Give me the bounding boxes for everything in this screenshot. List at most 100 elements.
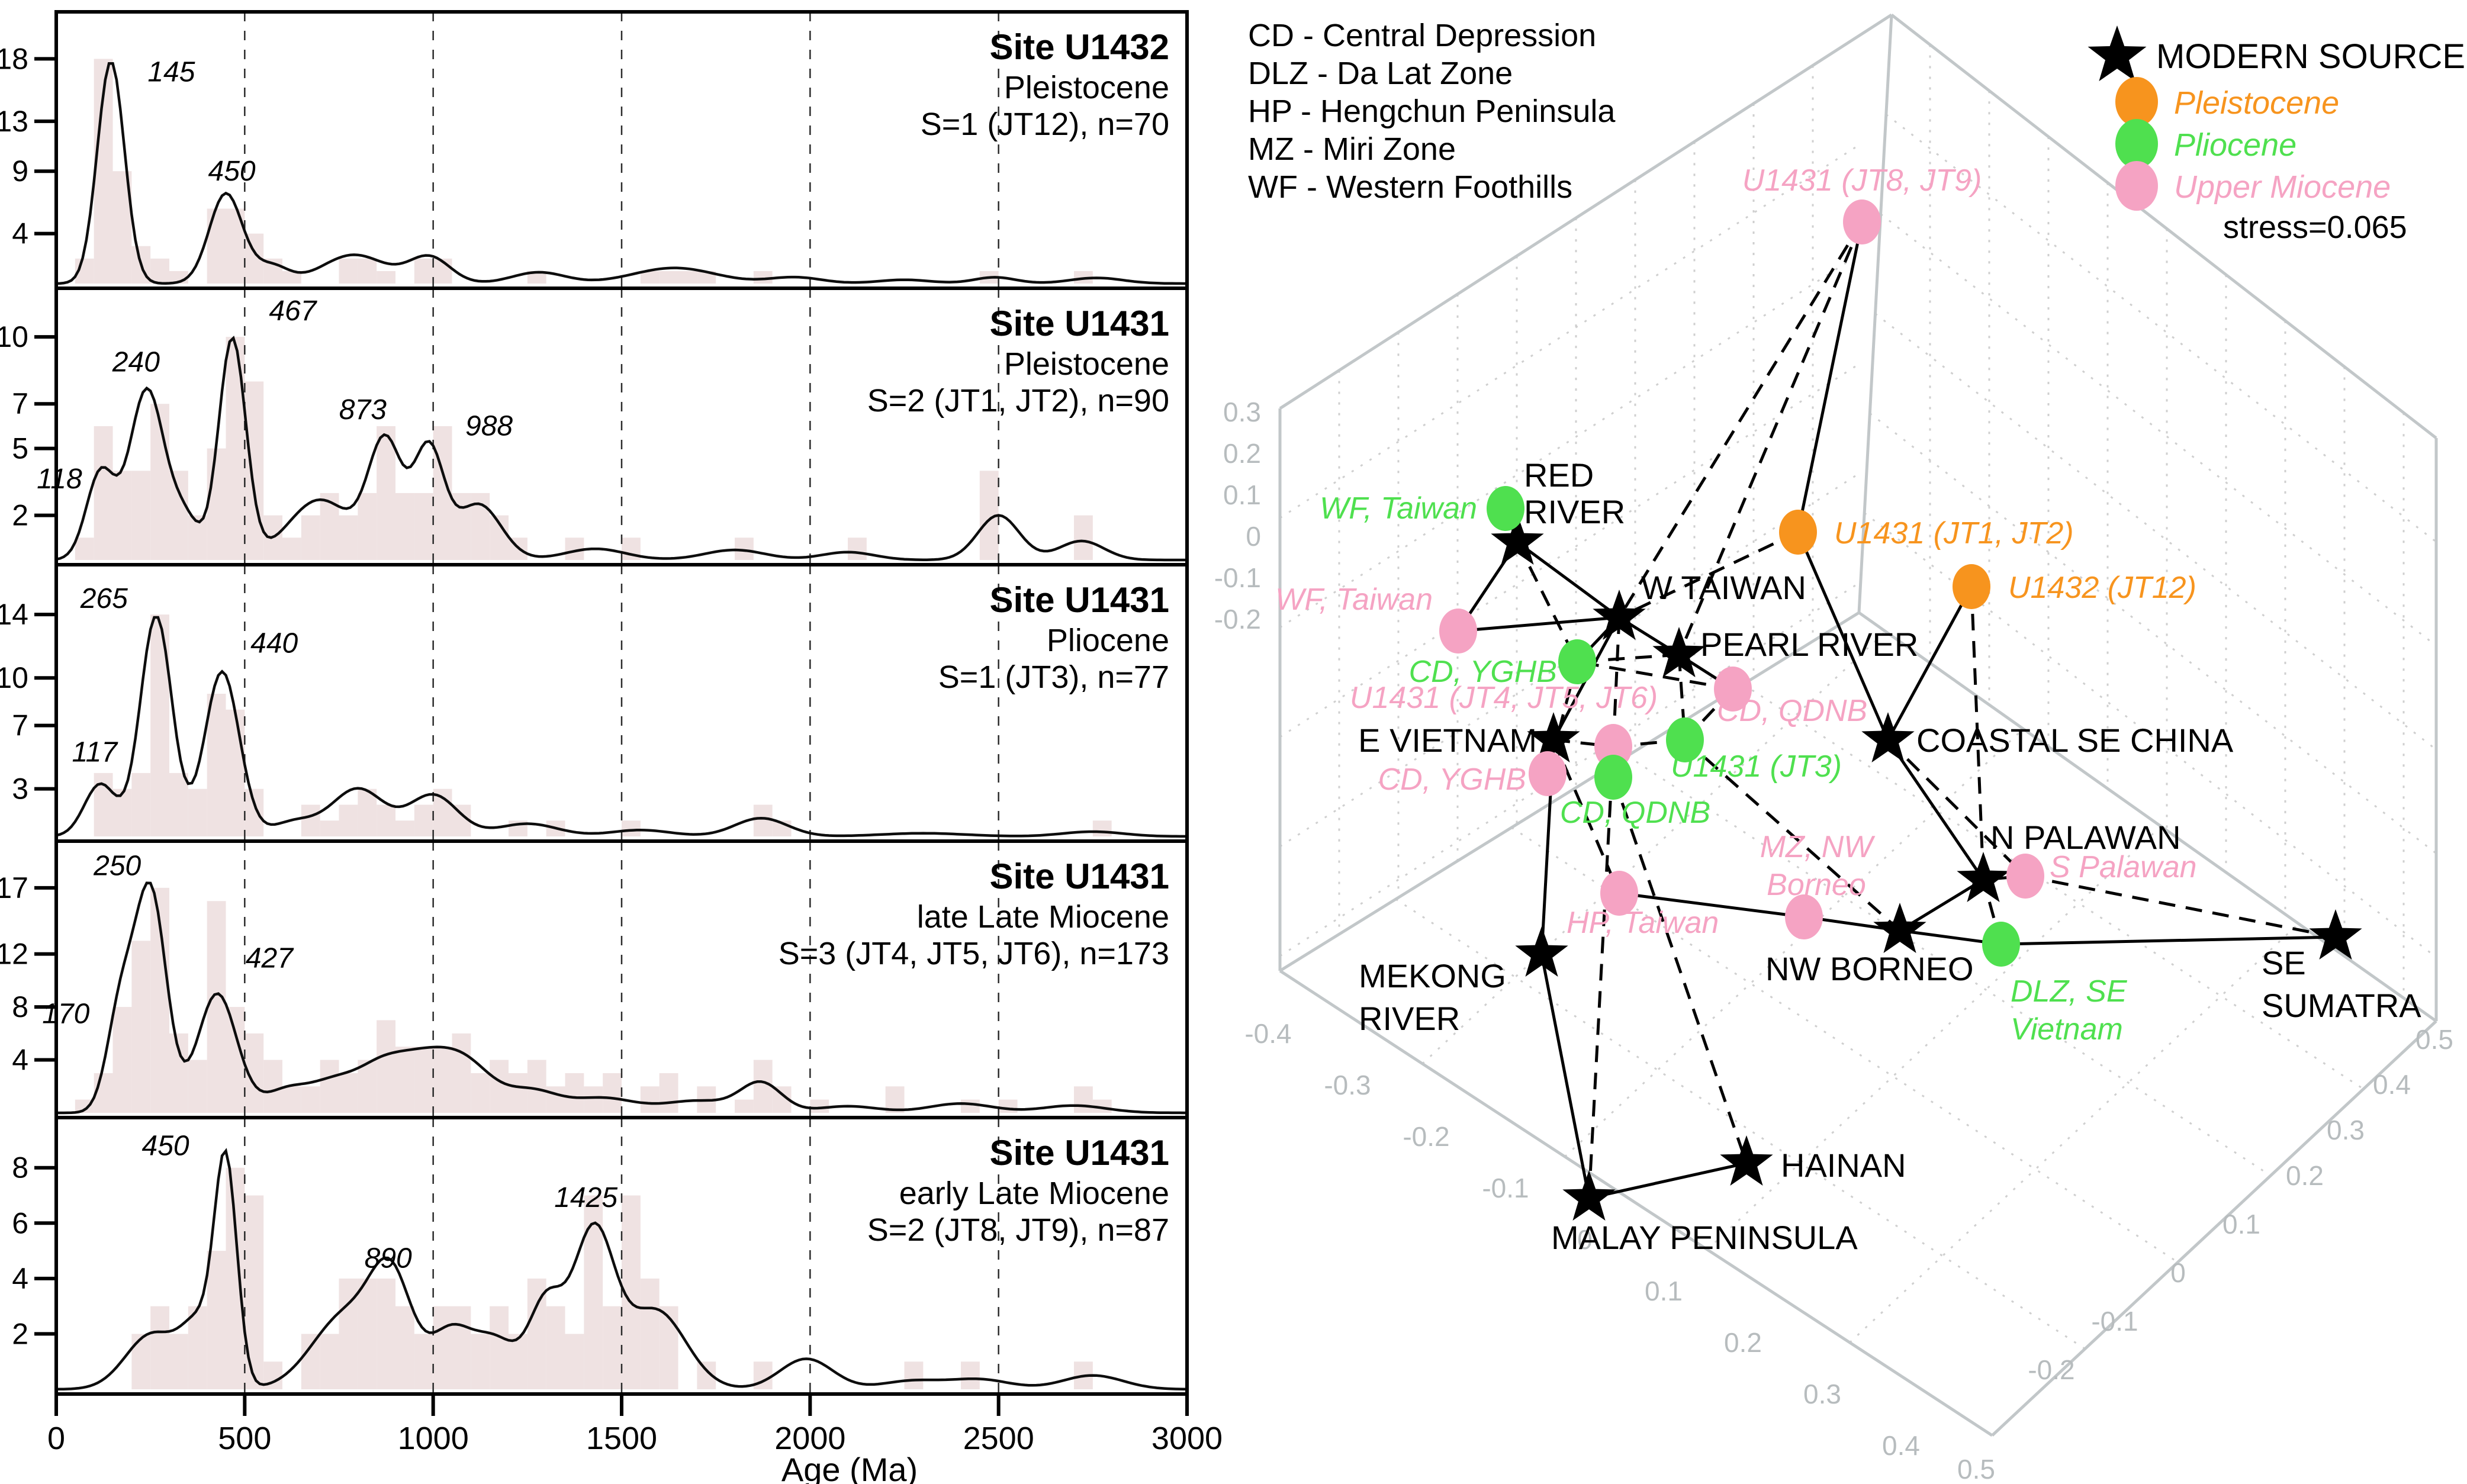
kde-curve — [56, 62, 1187, 285]
y-tick-label: 2 — [12, 1317, 28, 1350]
tick-left--0.1: -0.1 — [1214, 562, 1261, 593]
tick-bl-0.5: 0.5 — [1957, 1454, 1995, 1484]
hist-bar — [509, 1073, 528, 1113]
hist-bar — [75, 1099, 94, 1113]
hist-bar — [603, 1306, 622, 1389]
abbrev-legend-line-2: DLZ - Da Lat Zone — [1248, 56, 1513, 91]
hist-bar — [659, 1073, 678, 1113]
y-tick-label: 6 — [12, 1206, 28, 1240]
hist-bar — [490, 1060, 509, 1113]
panel-samples: S=2 (JT8, JT9), n=87 — [867, 1212, 1169, 1248]
hist-bar — [358, 1278, 377, 1389]
mds-label-hp-taiwan: HP, Taiwan — [1567, 906, 1719, 940]
peak-label-427: 427 — [246, 943, 294, 974]
link-dashed-red_river-s_cdyghb_g — [1516, 541, 1579, 663]
box-edge-2 — [1279, 969, 1993, 1437]
hist-bar — [1074, 1086, 1093, 1113]
mds-sample-cd-yghb-dot — [1529, 751, 1567, 796]
hist-bar — [94, 772, 113, 836]
hist-bar — [301, 1086, 320, 1113]
peak-label-467: 467 — [269, 295, 317, 327]
panel-epoch: early Late Miocene — [899, 1176, 1169, 1211]
hist-bar — [961, 1099, 980, 1113]
mds-sample-cd-yghb-dot — [1558, 639, 1596, 684]
link-dashed-pearl-s_jt3 — [1677, 654, 1687, 741]
box-edge-3 — [1991, 1020, 2437, 1437]
hist-bar — [226, 1007, 245, 1113]
hist-bar — [659, 271, 678, 284]
mds-label-s-palawan: S Palawan — [2050, 850, 2197, 884]
mds-label-red-river-2: RIVER — [1524, 493, 1625, 530]
mds-source-red-river-star — [1491, 514, 1544, 565]
symbol-legend: MODERN SOURCE Pleistocene Pliocene Upper Mi… — [2088, 25, 2465, 245]
link-dashed-s_u1432-n_palawan — [1970, 586, 1985, 880]
link-solid-malay-hainan — [1588, 1161, 1747, 1200]
hist-bar — [395, 1047, 414, 1113]
hist-bar — [358, 492, 377, 560]
hist-bar — [452, 1306, 471, 1389]
hist-bar — [678, 271, 697, 284]
y-tick-label: 4 — [12, 217, 28, 250]
stress-value: stress=0.065 — [2223, 210, 2407, 245]
mds-label-u1431-jt4-jt5-jt6: U1431 (JT4, JT5, JT6) — [1350, 681, 1658, 715]
link-solid-s_u1432-coastal — [1886, 585, 1973, 741]
y-tick-label: 5 — [12, 432, 28, 465]
link-dashed-s_jt89-w_taiwan — [1617, 221, 1864, 619]
hist-bar — [358, 1060, 377, 1113]
mds-sample-cd-qdnb-dot — [1714, 667, 1752, 712]
legend-pliocene-dot-icon — [2115, 119, 2158, 169]
peak-label-450: 450 — [142, 1130, 189, 1161]
abbrev-legend-line-5: WF - Western Foothills — [1248, 169, 1572, 205]
hist-bar — [659, 1306, 678, 1389]
tick-br-0.4: 0.4 — [2373, 1069, 2411, 1100]
peak-label-250: 250 — [93, 851, 141, 882]
mds-label-pearl-river: PEARL RIVER — [1700, 626, 1918, 663]
mds-label-dlz-se-vietnam-2: Vietnam — [2011, 1012, 2123, 1047]
hist-bar — [245, 381, 264, 560]
hist-bar — [131, 772, 151, 836]
grid-dot — [1869, 413, 2437, 854]
x-axis-title: Age (Ma) — [781, 1451, 918, 1484]
peak-label-145: 145 — [147, 57, 195, 88]
hist-bar — [131, 941, 151, 1113]
y-tick-label: 8 — [12, 990, 28, 1023]
peak-label-265: 265 — [80, 583, 128, 614]
hist-bar — [207, 448, 226, 560]
kde-panel-site-u1431-pleistocene: 10 7 5 2 118 240 467 873 988 Site U1431Pleistocen… — [0, 287, 1189, 566]
mds-label-malay-peninsula: MALAY PENINSULA — [1551, 1219, 1858, 1256]
peak-label-890: 890 — [365, 1242, 412, 1274]
hist-bar — [112, 1007, 132, 1113]
tick-bl--0.3: -0.3 — [1324, 1070, 1371, 1100]
mds-label-u1431-jt8-jt9: U1431 (JT8, JT9) — [1742, 163, 1982, 198]
hist-bar — [282, 271, 301, 284]
tick-br--0.1: -0.1 — [2091, 1306, 2138, 1337]
hist-bar — [150, 404, 169, 560]
mds-sample-u1432-jt12-dot — [1953, 564, 1990, 609]
mds-label-w-taiwan: W TAIWAN — [1641, 569, 1806, 606]
y-tick-label: 4 — [12, 1262, 28, 1295]
hist-bar — [207, 901, 226, 1113]
mds-label-u1431-jt3: U1431 (JT3) — [1671, 749, 1842, 784]
abbrev-legend-line-4: MZ - Miri Zone — [1248, 131, 1456, 167]
hist-bar — [810, 1099, 829, 1113]
hist-bar — [377, 426, 395, 560]
hist-bar — [245, 788, 264, 836]
hist-bar — [188, 515, 207, 560]
panel-samples: S=3 (JT4, JT5, JT6), n=173 — [779, 936, 1169, 971]
mds-label-e-vietnam: E VIETNAM — [1358, 722, 1537, 759]
hist-bar — [131, 1334, 151, 1389]
box-edge-8 — [1858, 611, 2437, 1023]
grid-dot — [1874, 313, 2437, 751]
hist-bar — [377, 804, 395, 836]
peak-label-1425: 1425 — [554, 1182, 617, 1213]
legend-upper-miocene-label: Upper Miocene — [2174, 169, 2391, 205]
link-dashed-coastal-s_spal — [1887, 739, 2027, 877]
peak-label-117: 117 — [72, 737, 118, 768]
mds-label-hainan: HAINAN — [1781, 1147, 1906, 1184]
grid-dot — [1849, 923, 2299, 1344]
panel-site: Site U1431 — [989, 304, 1169, 343]
mds-label-mekong-river-1: MEKONG — [1359, 957, 1506, 994]
